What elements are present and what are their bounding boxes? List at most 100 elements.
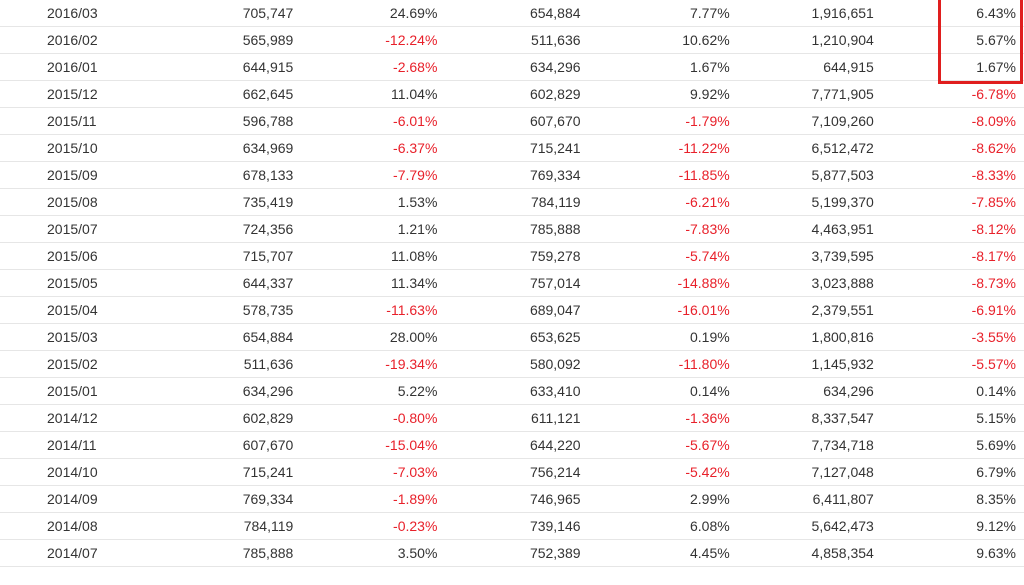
month-cell: 2015/02 <box>0 350 142 379</box>
prior-year-value-cell: 654,884 <box>437 0 584 28</box>
prior-year-change-cell: 2.99% <box>583 485 730 514</box>
month-cell: 2014/12 <box>0 404 142 433</box>
prior-year-change-cell: 6.08% <box>583 512 730 541</box>
prior-year-value-cell: 580,092 <box>437 350 584 379</box>
monthly-change-cell: 28.00% <box>297 323 438 352</box>
cumulative-value-cell: 7,109,260 <box>729 107 877 136</box>
table-body: 2016/03 705,747 24.69% 654,884 7.77% 1,916,65… <box>0 0 1024 568</box>
cumulative-change-cell: -3.55% <box>876 323 1024 352</box>
cumulative-value-cell: 1,145,932 <box>729 350 877 379</box>
prior-year-change-cell: -5.67% <box>583 431 730 460</box>
month-cell: 2015/05 <box>0 269 142 298</box>
cumulative-change-cell: 9.63% <box>876 539 1024 568</box>
prior-year-value-cell: 752,389 <box>437 539 584 568</box>
cumulative-change-cell: -8.62% <box>876 134 1024 163</box>
monthly-change-cell: -1.89% <box>297 485 438 514</box>
monthly-value-cell: 715,241 <box>141 458 298 487</box>
prior-year-value-cell: 634,296 <box>437 53 584 82</box>
prior-year-value-cell: 746,965 <box>437 485 584 514</box>
prior-year-change-cell: -11.85% <box>583 161 730 190</box>
cumulative-value-cell: 1,916,651 <box>729 0 877 28</box>
cumulative-value-cell: 5,642,473 <box>729 512 877 541</box>
monthly-value-cell: 724,356 <box>141 215 298 244</box>
month-cell: 2014/07 <box>0 539 142 568</box>
cumulative-value-cell: 4,463,951 <box>729 215 877 244</box>
cumulative-change-cell: -7.85% <box>876 188 1024 217</box>
prior-year-change-cell: -7.83% <box>583 215 730 244</box>
cumulative-value-cell: 7,771,905 <box>729 80 877 109</box>
monthly-value-cell: 596,788 <box>141 107 298 136</box>
table-row: 2014/10 715,241 -7.03% 756,214 -5.42% 7,127,0… <box>0 458 1024 487</box>
cumulative-value-cell: 1,800,816 <box>729 323 877 352</box>
prior-year-change-cell: -11.22% <box>583 134 730 163</box>
table-row: 2015/07 724,356 1.21% 785,888 -7.83% 4,463,95… <box>0 215 1024 244</box>
month-cell: 2015/03 <box>0 323 142 352</box>
prior-year-value-cell: 769,334 <box>437 161 584 190</box>
monthly-change-cell: -2.68% <box>297 53 438 82</box>
cumulative-change-cell: 6.43% <box>876 0 1024 28</box>
table-row: 2014/07 785,888 3.50% 752,389 4.45% 4,858,354… <box>0 539 1024 568</box>
prior-year-value-cell: 607,670 <box>437 107 584 136</box>
prior-year-value-cell: 756,214 <box>437 458 584 487</box>
table-row: 2015/01 634,296 5.22% 633,410 0.14% 634,296 0.… <box>0 377 1024 406</box>
month-cell: 2015/07 <box>0 215 142 244</box>
monthly-change-cell: -12.24% <box>297 26 438 55</box>
table-row: 2015/08 735,419 1.53% 784,119 -6.21% 5,199,37… <box>0 188 1024 217</box>
monthly-value-cell: 644,337 <box>141 269 298 298</box>
cumulative-value-cell: 3,739,595 <box>729 242 877 271</box>
cumulative-value-cell: 3,023,888 <box>729 269 877 298</box>
cumulative-change-cell: -6.91% <box>876 296 1024 325</box>
monthly-value-cell: 784,119 <box>141 512 298 541</box>
prior-year-change-cell: 1.67% <box>583 53 730 82</box>
monthly-value-cell: 634,969 <box>141 134 298 163</box>
prior-year-change-cell: 0.19% <box>583 323 730 352</box>
prior-year-change-cell: -5.74% <box>583 242 730 271</box>
prior-year-change-cell: 9.92% <box>583 80 730 109</box>
cumulative-change-cell: -6.78% <box>876 80 1024 109</box>
monthly-value-cell: 735,419 <box>141 188 298 217</box>
table-row: 2016/03 705,747 24.69% 654,884 7.77% 1,916,65… <box>0 0 1024 28</box>
cumulative-value-cell: 5,877,503 <box>729 161 877 190</box>
cumulative-value-cell: 4,858,354 <box>729 539 877 568</box>
prior-year-value-cell: 644,220 <box>437 431 584 460</box>
prior-year-value-cell: 759,278 <box>437 242 584 271</box>
cumulative-change-cell: 8.35% <box>876 485 1024 514</box>
cumulative-change-cell: -8.09% <box>876 107 1024 136</box>
cumulative-change-cell: -8.17% <box>876 242 1024 271</box>
table-row: 2014/12 602,829 -0.80% 611,121 -1.36% 8,337,5… <box>0 404 1024 433</box>
monthly-value-cell: 602,829 <box>141 404 298 433</box>
monthly-value-cell: 678,133 <box>141 161 298 190</box>
prior-year-change-cell: -14.88% <box>583 269 730 298</box>
table-row: 2014/08 784,119 -0.23% 739,146 6.08% 5,642,47… <box>0 512 1024 541</box>
cumulative-change-cell: 5.67% <box>876 26 1024 55</box>
monthly-change-cell: -6.01% <box>297 107 438 136</box>
cumulative-change-cell: 9.12% <box>876 512 1024 541</box>
monthly-change-cell: 1.21% <box>297 215 438 244</box>
cumulative-value-cell: 634,296 <box>729 377 877 406</box>
monthly-change-cell: -7.03% <box>297 458 438 487</box>
month-cell: 2015/01 <box>0 377 142 406</box>
prior-year-value-cell: 611,121 <box>437 404 584 433</box>
month-cell: 2016/02 <box>0 26 142 55</box>
prior-year-change-cell: -5.42% <box>583 458 730 487</box>
cumulative-change-cell: 0.14% <box>876 377 1024 406</box>
month-cell: 2015/04 <box>0 296 142 325</box>
table-row: 2016/02 565,989 -12.24% 511,636 10.62% 1,210,… <box>0 26 1024 55</box>
prior-year-value-cell: 785,888 <box>437 215 584 244</box>
monthly-change-cell: 11.34% <box>297 269 438 298</box>
monthly-value-cell: 565,989 <box>141 26 298 55</box>
prior-year-change-cell: -1.36% <box>583 404 730 433</box>
table-row: 2014/11 607,670 -15.04% 644,220 -5.67% 7,734,… <box>0 431 1024 460</box>
prior-year-change-cell: 0.14% <box>583 377 730 406</box>
prior-year-value-cell: 739,146 <box>437 512 584 541</box>
month-cell: 2015/12 <box>0 80 142 109</box>
prior-year-value-cell: 633,410 <box>437 377 584 406</box>
cumulative-change-cell: -8.33% <box>876 161 1024 190</box>
monthly-value-cell: 769,334 <box>141 485 298 514</box>
cumulative-value-cell: 5,199,370 <box>729 188 877 217</box>
month-cell: 2015/10 <box>0 134 142 163</box>
monthly-change-cell: 1.53% <box>297 188 438 217</box>
month-cell: 2014/10 <box>0 458 142 487</box>
month-cell: 2015/11 <box>0 107 142 136</box>
prior-year-value-cell: 511,636 <box>437 26 584 55</box>
